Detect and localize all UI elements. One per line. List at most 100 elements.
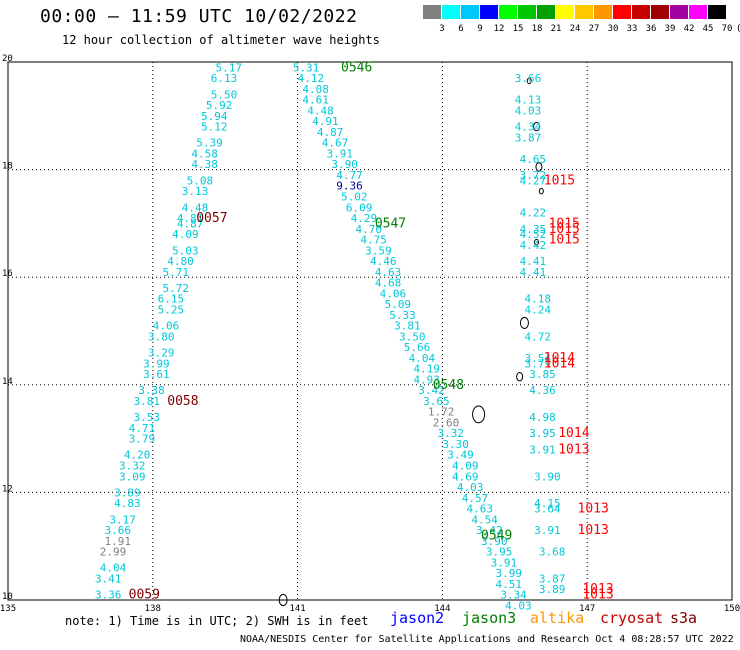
wave-height-label: 3.34	[500, 589, 527, 602]
credit-line: NOAA/NESDIS Center for Satellite Applica…	[240, 634, 734, 645]
island-outline	[519, 316, 529, 330]
color-swatch	[632, 5, 651, 19]
wave-height-label: 1.72	[428, 406, 455, 419]
color-scale-label: (ft)	[736, 24, 740, 34]
wave-height-label: 3.87	[515, 131, 542, 144]
wave-height-label: 3.85	[529, 368, 556, 381]
wave-height-label: 3.53	[133, 411, 160, 424]
wave-height-label: 5.03	[172, 244, 199, 257]
map-subtitle: 12 hour collection of altimeter wave hei…	[62, 33, 380, 47]
wave-height-label: 4.03	[515, 104, 542, 117]
color-swatch	[518, 5, 537, 19]
color-swatch	[651, 5, 670, 19]
wave-height-label: 3.87	[539, 572, 566, 585]
wave-height-label: 5.17	[216, 61, 243, 74]
wave-height-label: 4.36	[529, 384, 556, 397]
wave-height-label: 4.09	[172, 228, 199, 241]
color-swatch	[423, 5, 442, 19]
color-swatch	[594, 5, 613, 19]
wave-height-label: 4.75	[360, 234, 387, 247]
pass-time-label: 1015	[549, 222, 580, 237]
wave-height-label: 3.95	[486, 546, 512, 559]
wave-height-label: 4.91	[312, 115, 339, 128]
wave-height-label: 3.66	[515, 72, 542, 85]
wave-height-label: 3.81	[394, 320, 421, 333]
wave-height-label: 4.65	[520, 153, 547, 166]
satellite-legend-item: s3a	[670, 609, 698, 627]
wave-height-label: 3.91	[491, 556, 517, 569]
wave-height-label: 4.41	[520, 266, 547, 279]
pass-time-label: 1014	[544, 351, 575, 366]
pass-time-label: 0058	[167, 394, 198, 409]
color-swatch	[499, 5, 518, 19]
wave-height-label: 4.46	[370, 255, 397, 268]
wave-height-label: 3.64	[534, 503, 561, 516]
satellite-legend-item: jason2	[390, 609, 445, 627]
wave-height-label: 4.77	[336, 169, 363, 182]
color-swatch	[480, 5, 499, 19]
pass-time-label: 0547	[375, 216, 406, 231]
pass-time-label: 0059	[129, 588, 160, 603]
wave-height-label: 3.89	[539, 583, 566, 596]
color-scale-label: 33	[626, 24, 638, 34]
wave-height-label: 3.42	[476, 524, 503, 537]
wave-height-label: 3.59	[365, 244, 392, 257]
color-scale-label: 39	[664, 24, 676, 34]
island-outline	[472, 405, 486, 424]
wave-height-label: 3.90	[331, 158, 358, 171]
wave-height-label: 5.71	[162, 266, 189, 279]
wave-height-label: 1.91	[105, 535, 131, 548]
pass-time-label: 1015	[544, 173, 575, 188]
pass-time-label: 1013	[558, 442, 589, 457]
satellite-legend-item: jason3	[462, 609, 517, 627]
wave-height-label: 5.12	[201, 121, 228, 134]
map-frame	[7, 61, 733, 601]
wave-height-label: 5.31	[293, 61, 320, 74]
wave-height-label: 4.18	[524, 293, 551, 306]
color-scale-label: 15	[512, 24, 524, 34]
color-scale-label: 12	[493, 24, 505, 34]
wave-height-label: 5.92	[206, 99, 233, 112]
y-tick-label: 10	[2, 592, 13, 602]
wave-height-label: 4.52	[520, 228, 547, 241]
color-scale-label: 3	[439, 24, 445, 34]
wave-height-label: 3.32	[438, 427, 465, 440]
wave-height-label: 3.32	[119, 460, 146, 473]
color-scale-label: 18	[531, 24, 543, 34]
wave-height-label: 3.91	[529, 443, 556, 456]
wave-height-label: 3.38	[138, 384, 165, 397]
y-tick-label: 14	[2, 377, 13, 387]
color-scale-label: 9	[477, 24, 483, 34]
wave-height-label: 3.17	[109, 513, 136, 526]
wave-height-label: 3.29	[148, 347, 175, 360]
pass-time-label: 1013	[578, 502, 609, 517]
wave-height-label: 4.67	[322, 137, 349, 150]
color-swatch	[556, 5, 575, 19]
wave-height-label: 3.41	[95, 572, 122, 585]
satellite-legend-item: cryosat	[600, 609, 664, 627]
pass-time-label: 0546	[341, 60, 372, 75]
island-outline	[534, 238, 540, 246]
wave-height-label: 6.13	[211, 72, 238, 85]
pass-time-label: 1013	[578, 523, 609, 538]
wave-height-label: 4.98	[529, 411, 556, 424]
wave-height-label: 4.34	[515, 121, 542, 134]
pass-time-label: 0548	[433, 378, 464, 393]
wave-height-label: 4.22	[520, 207, 547, 220]
color-scale-label: 6	[458, 24, 464, 34]
wave-height-label: 4.03	[457, 481, 484, 494]
x-tick-label: 141	[289, 604, 305, 614]
wave-height-label: 3.91	[534, 524, 561, 537]
wave-height-label: 3.61	[143, 368, 170, 381]
y-tick-label: 12	[2, 484, 13, 494]
x-tick-label: 135	[0, 604, 16, 614]
wave-height-label: 3.90	[534, 470, 561, 483]
wave-height-label: 4.54	[471, 513, 498, 526]
wave-height-label: 4.68	[375, 277, 402, 290]
wave-height-label: 4.06	[153, 320, 180, 333]
island-outline	[535, 162, 543, 172]
wave-height-label: 4.35	[520, 223, 547, 236]
wave-height-label: 4.83	[114, 497, 141, 510]
wave-height-label: 3.54	[524, 352, 551, 365]
wave-height-label: 4.51	[495, 578, 522, 591]
